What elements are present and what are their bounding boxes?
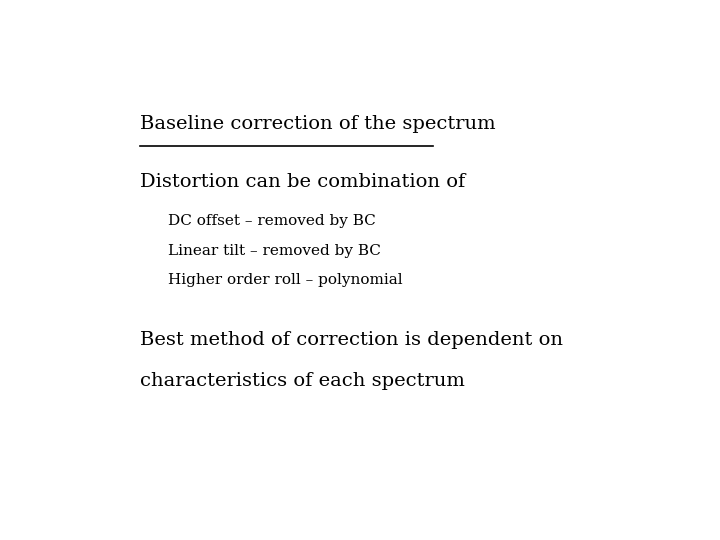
Text: Distortion can be combination of: Distortion can be combination of xyxy=(140,173,465,191)
Text: Best method of correction is dependent on: Best method of correction is dependent o… xyxy=(140,331,563,349)
Text: Baseline correction of the spectrum: Baseline correction of the spectrum xyxy=(140,114,496,133)
Text: DC offset – removed by BC: DC offset – removed by BC xyxy=(168,214,376,228)
Text: Linear tilt – removed by BC: Linear tilt – removed by BC xyxy=(168,244,381,258)
Text: characteristics of each spectrum: characteristics of each spectrum xyxy=(140,373,465,390)
Text: Higher order roll – polynomial: Higher order roll – polynomial xyxy=(168,273,402,287)
